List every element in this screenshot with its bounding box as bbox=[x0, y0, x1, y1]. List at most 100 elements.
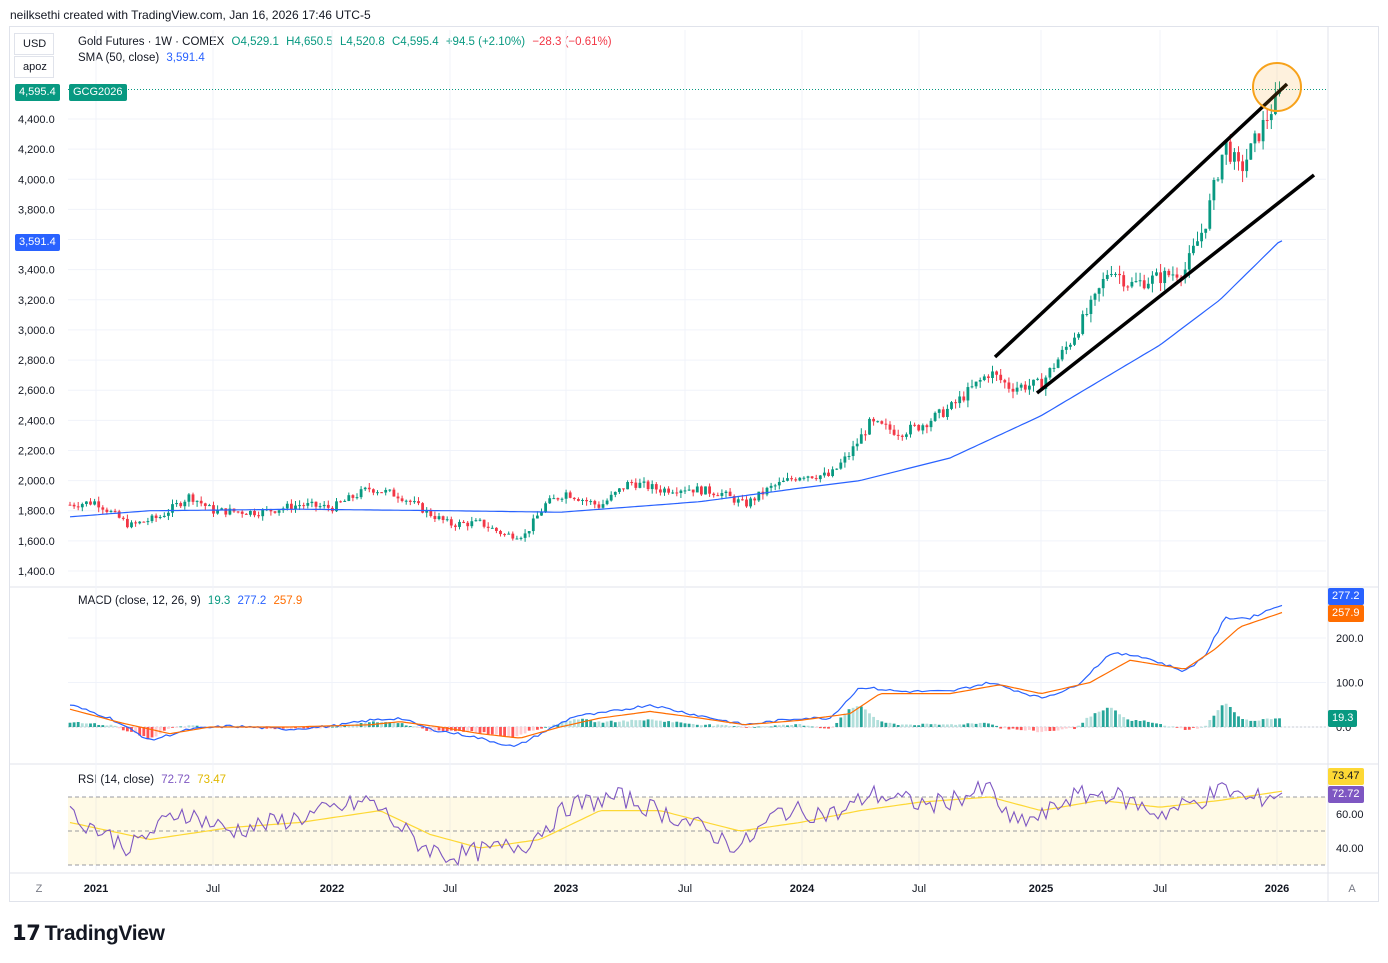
candle-body bbox=[1245, 159, 1249, 172]
macd-hist-bar bbox=[982, 722, 986, 727]
macd-hist-bar bbox=[109, 724, 113, 727]
macd-hist-bar bbox=[76, 722, 80, 727]
scale-button[interactable]: apoz bbox=[14, 56, 54, 78]
time-tick: Jul bbox=[678, 883, 692, 895]
candle-body bbox=[937, 409, 941, 413]
macd-hist-bar bbox=[335, 726, 338, 728]
candle-body bbox=[818, 475, 822, 480]
macd-hist-bar bbox=[191, 725, 195, 727]
sma-legend[interactable]: SMA (50, close) 3,591.4 bbox=[78, 52, 209, 64]
candle-body bbox=[864, 434, 867, 436]
macd-hist-bar bbox=[93, 723, 96, 727]
macd-hist-bar bbox=[1036, 727, 1039, 733]
macd-hist-bar bbox=[97, 724, 101, 727]
candle-body bbox=[236, 511, 240, 513]
macd-hist-bar bbox=[810, 726, 814, 728]
candle-body bbox=[511, 533, 515, 539]
candle-body bbox=[224, 508, 228, 515]
macd-hist-bar bbox=[326, 727, 330, 729]
candle-body bbox=[499, 530, 502, 535]
candle-body bbox=[909, 424, 912, 435]
rsi-ma-tag: 73.47 bbox=[1328, 768, 1364, 785]
macd-hist-bar bbox=[548, 726, 552, 728]
macd-hist-bar bbox=[89, 723, 92, 727]
macd-hist-bar bbox=[572, 719, 576, 727]
candle-body bbox=[970, 386, 974, 388]
macd-hist-bar bbox=[630, 719, 634, 727]
macd-hist-bar bbox=[1146, 721, 1150, 727]
macd-hist-bar bbox=[609, 720, 613, 727]
macd-hist-bar bbox=[298, 727, 301, 729]
signal-line bbox=[69, 611, 1283, 739]
candle-body bbox=[1093, 293, 1097, 300]
candle-body bbox=[191, 494, 195, 502]
macd-hist-bar bbox=[285, 727, 289, 729]
macd-hist-bar bbox=[175, 727, 178, 728]
candle-body bbox=[536, 515, 539, 519]
macd-hist-bar bbox=[724, 725, 728, 727]
macd-hist-bar bbox=[675, 721, 679, 727]
macd-hist-bar bbox=[1253, 720, 1257, 727]
candle-body bbox=[355, 497, 359, 499]
macd-hist-bar bbox=[519, 727, 523, 735]
macd-hist-bar bbox=[769, 726, 773, 728]
candle-body bbox=[1228, 141, 1232, 162]
candle-body bbox=[388, 489, 392, 491]
macd-hist-value: 19.3 bbox=[207, 595, 231, 607]
macd-hist-bar bbox=[1069, 727, 1072, 728]
candle-body bbox=[445, 519, 449, 521]
candle-body bbox=[1040, 378, 1044, 389]
candle-body bbox=[367, 487, 371, 490]
candle-body bbox=[982, 376, 986, 381]
candle-body bbox=[1216, 179, 1220, 181]
hist-tag: 19.3 bbox=[1328, 710, 1358, 727]
candle-body bbox=[806, 476, 810, 478]
macd-hist-bar bbox=[831, 727, 834, 728]
macd-hist-bar bbox=[782, 724, 785, 727]
macd-hist-bar bbox=[466, 727, 470, 732]
candle-body bbox=[1159, 272, 1162, 284]
candle-body bbox=[1015, 387, 1019, 392]
macd-hist-bar bbox=[1224, 703, 1228, 727]
candle-body bbox=[917, 424, 921, 431]
macd-hist-bar bbox=[1077, 725, 1080, 727]
macd-hist-bar bbox=[716, 724, 720, 727]
candle-body bbox=[199, 500, 203, 504]
macd-hist-bar bbox=[121, 727, 125, 731]
macd-hist-bar bbox=[1155, 723, 1158, 727]
candle-body bbox=[622, 488, 625, 490]
candle-body bbox=[1097, 288, 1101, 294]
change-value: +94.5 (+2.10%) bbox=[445, 36, 526, 48]
candle-body bbox=[859, 434, 863, 444]
macd-hist-bar bbox=[929, 724, 933, 727]
candle-body bbox=[372, 489, 375, 493]
candle-body bbox=[154, 515, 158, 518]
candle-body bbox=[704, 486, 707, 495]
macd-hist-bar bbox=[1220, 705, 1224, 727]
currency-button[interactable]: USD bbox=[14, 33, 54, 55]
rsi-legend[interactable]: RSI (14, close) 72.72 73.47 bbox=[78, 774, 230, 786]
macd-hist-bar bbox=[773, 725, 777, 727]
macd-hist-bar bbox=[1044, 727, 1048, 732]
candle-body bbox=[1077, 333, 1080, 338]
candle-body bbox=[941, 409, 945, 417]
macd-hist-bar bbox=[618, 721, 621, 727]
candle-body bbox=[950, 402, 953, 409]
candle-body bbox=[85, 501, 88, 505]
macd-hist-bar bbox=[786, 725, 789, 727]
macd-hist-bar bbox=[458, 727, 461, 731]
macd-hist-bar bbox=[991, 724, 994, 727]
symbol-label[interactable]: Gold Futures · 1W · COMEX bbox=[78, 36, 225, 48]
macd-hist-bar bbox=[1023, 727, 1027, 731]
macd-hist-bar bbox=[1081, 722, 1085, 727]
macd-hist-bar bbox=[605, 721, 609, 727]
macd-hist-bar bbox=[847, 709, 851, 727]
candle-body bbox=[1261, 120, 1265, 142]
candle-body bbox=[572, 497, 576, 500]
candle-body bbox=[1114, 273, 1117, 275]
macd-hist-bar bbox=[794, 724, 798, 727]
macd-legend[interactable]: MACD (close, 12, 26, 9) 19.3 277.2 257.9 bbox=[78, 595, 306, 607]
candle-body bbox=[851, 446, 855, 457]
macd-hist-bar bbox=[564, 721, 568, 727]
